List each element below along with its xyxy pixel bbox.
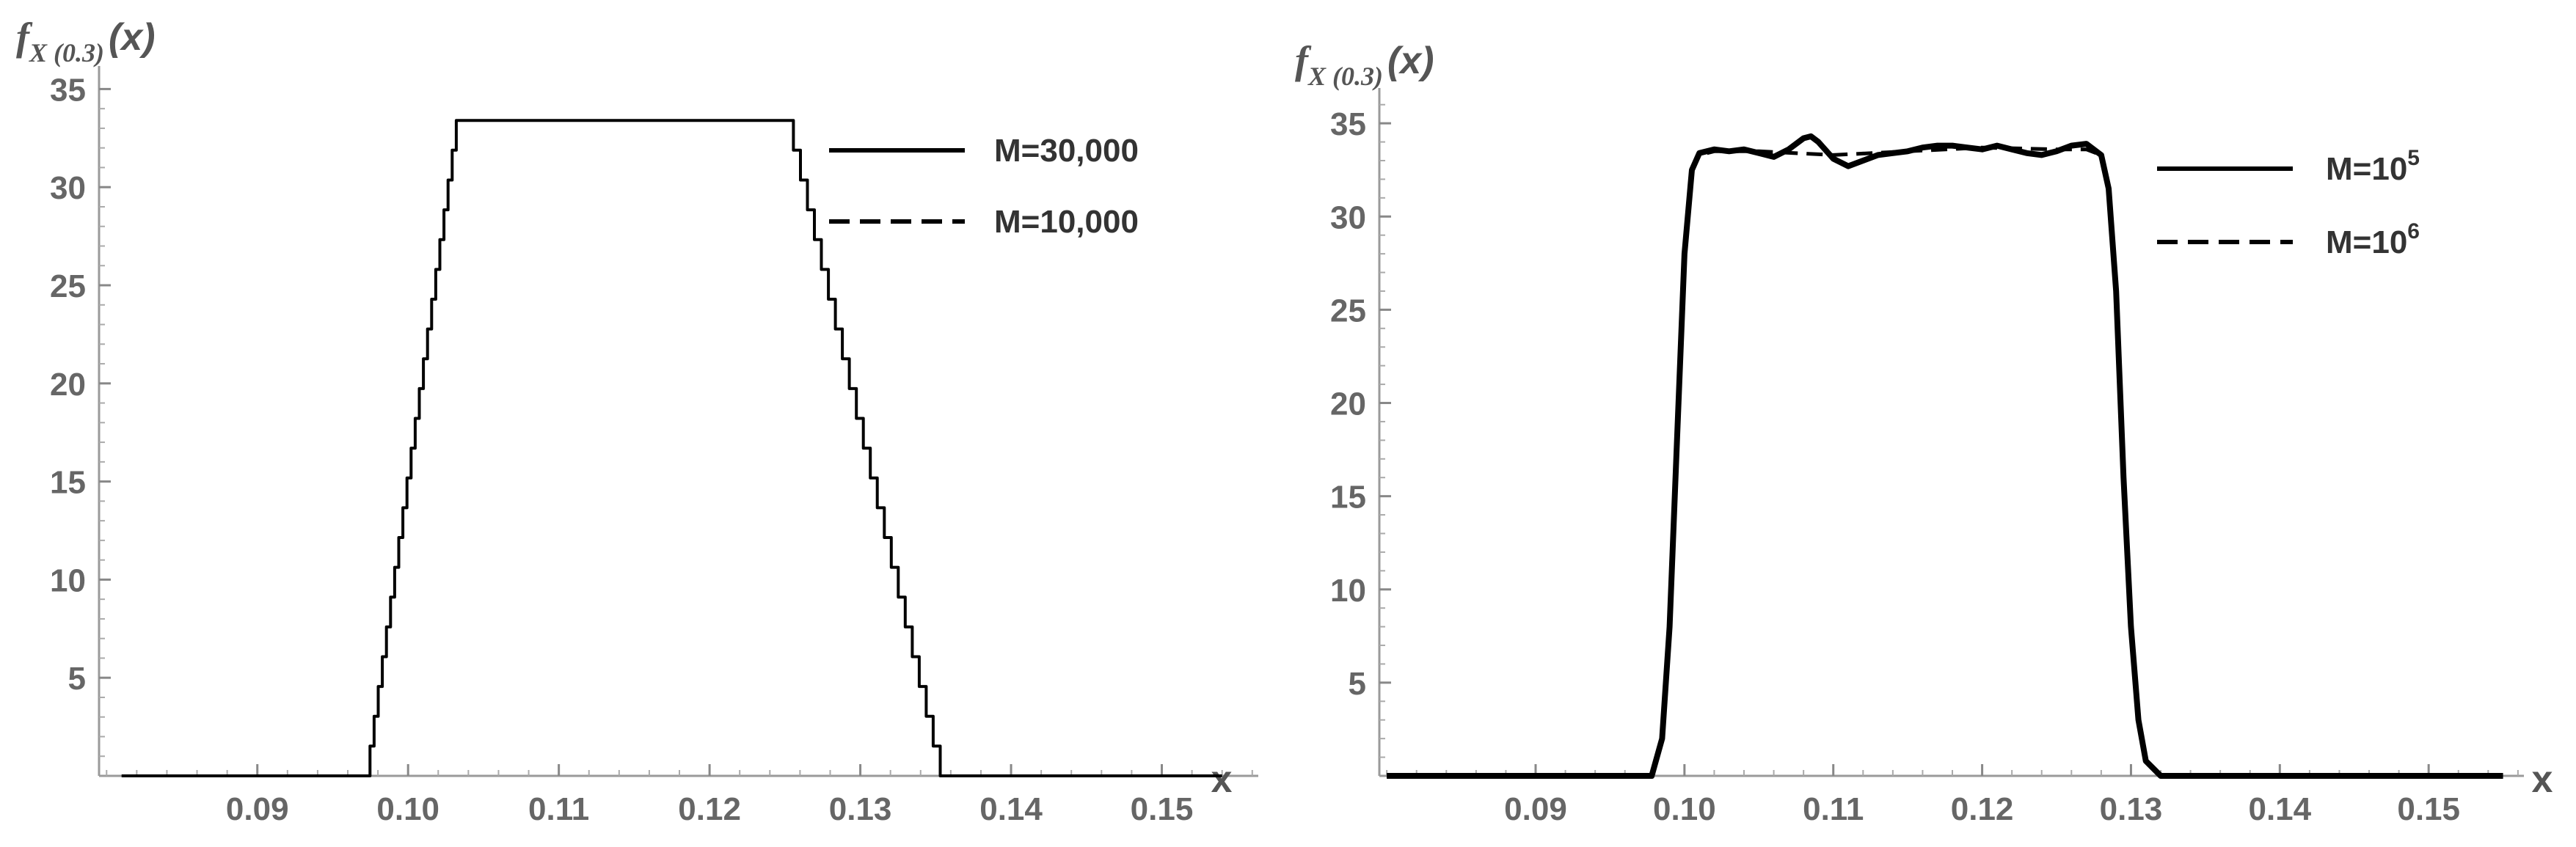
y-axis-label-subscript: X (0.3) [29,38,104,67]
legend-label-0: M=30,000 [994,133,1139,169]
y-tick-label: 25 [1330,293,1366,329]
x-tick-label: 0.09 [1504,791,1567,827]
legend-label-superscript: 5 [2407,146,2420,170]
y-tick-label: 10 [1330,573,1366,609]
x-tick-label: 0.13 [829,791,892,827]
y-tick-label: 5 [68,661,86,697]
series-line-1 [1387,145,2503,778]
legend-label-text: M=10 [2326,224,2407,260]
y-tick-label: 30 [50,170,86,206]
x-tick-label: 0.11 [528,791,589,827]
x-tick-label: 0.12 [678,791,741,827]
x-tick-label: 0.11 [1803,791,1864,827]
legend-label-1: M=106 [2326,219,2420,260]
series-line-1 [121,119,1222,777]
right-chart-panel: 0.09 0.10 0.11 0.12 0.13 0.14 0.15 5 10 15 20 25 30 3… [1295,38,2553,827]
legend-label-1: M=10,000 [994,204,1139,240]
y-tick-label: 5 [1349,666,1366,702]
x-tick-label: 0.13 [2100,791,2163,827]
y-tick-label: 20 [1330,386,1366,422]
left-chart-panel: 0.09 0.10 0.11 0.12 0.13 0.14 0.15 5 10 15 20 25 30 3… [16,15,1258,827]
x-axis-label: x [2532,758,2553,801]
legend-label-0: M=105 [2326,146,2420,187]
y-axis-label: fX (0.3) (x) [1295,38,1434,91]
x-tick-label: 0.10 [1653,791,1716,827]
legend-label-text: M=10,000 [994,204,1139,240]
y-tick-label: 30 [1330,199,1366,235]
legend-label-text: M=30,000 [994,133,1139,169]
legend-label-superscript: 6 [2407,219,2420,243]
y-axis-label-subscript: X (0.3) [1307,62,1383,91]
y-axis-label-arg: (x) [109,16,156,59]
x-tick-label: 0.14 [979,791,1043,827]
x-axis-label: x [1211,758,1233,801]
y-axis-label-arg: (x) [1387,40,1434,82]
y-axis-label-f: f [16,15,33,59]
y-axis-label: fX (0.3) (x) [16,15,156,67]
y-tick-label: 35 [1330,106,1366,142]
y-tick-label: 20 [50,367,86,403]
y-tick-label: 15 [1330,480,1366,516]
x-tick-label: 0.15 [1131,791,1194,827]
y-tick-label: 15 [50,465,86,501]
x-tick-label: 0.14 [2248,791,2311,827]
x-tick-label: 0.10 [376,791,439,827]
x-tick-label: 0.09 [226,791,289,827]
y-tick-label: 10 [50,562,86,598]
x-tick-label: 0.15 [2397,791,2460,827]
legend-label-text: M=10 [2326,151,2407,187]
y-tick-label: 35 [50,72,86,108]
y-tick-label: 25 [50,268,86,304]
x-tick-label: 0.12 [1951,791,2014,827]
y-axis-label-f: f [1295,38,1312,82]
